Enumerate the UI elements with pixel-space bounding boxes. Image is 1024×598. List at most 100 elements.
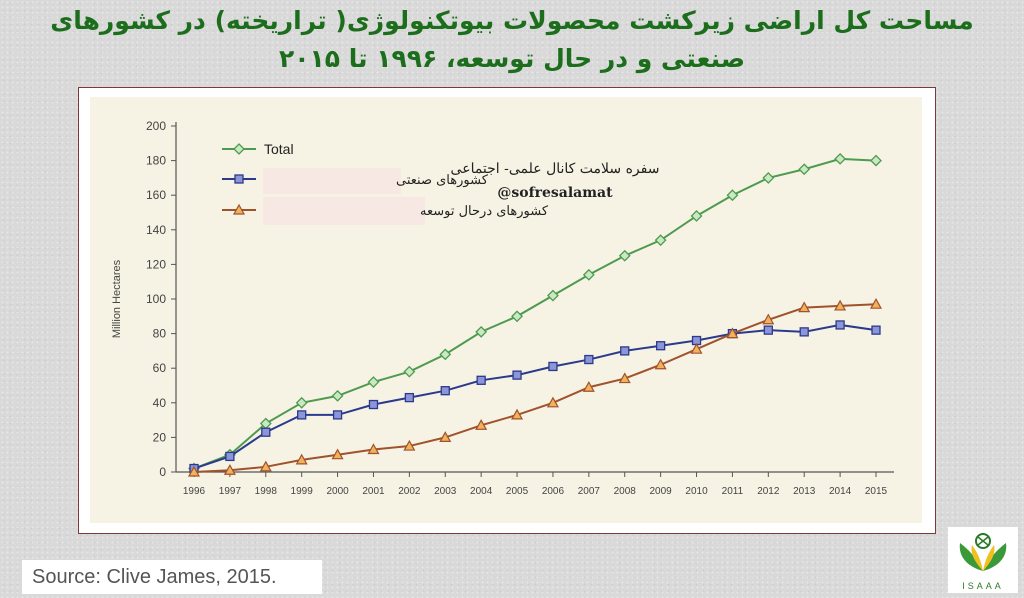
data-point-developing (367, 443, 380, 455)
data-point-total (834, 152, 847, 165)
x-tick-label: 2000 (326, 486, 349, 497)
logo-emblem-icon (959, 533, 1007, 571)
chart-axes: 0 20 40 60 80 100 120 140 160 180 200 1996 1997 1998 1… (111, 119, 894, 497)
data-point-developing (331, 448, 344, 460)
data-point-developing (511, 408, 524, 420)
data-point-total (870, 154, 882, 167)
y-tick-label: 80 (153, 327, 167, 341)
y-tick-label: 100 (146, 292, 166, 306)
x-tick-label: 2006 (542, 486, 565, 497)
data-point-developing (582, 380, 595, 392)
x-tick-label: 1998 (255, 486, 278, 497)
legend-marker-developing (232, 203, 246, 215)
y-tick-label: 160 (146, 188, 166, 202)
chart-legend: Total کشورهای صنعتی کشورهای درحال توسعه (222, 141, 549, 225)
watermark-line1: سفره سلامت کانال علمی- اجتماعی (450, 161, 660, 177)
y-tick-label: 60 (153, 361, 167, 375)
data-point-total (798, 163, 811, 176)
data-point-developing (618, 372, 631, 384)
series-line-total (193, 157, 877, 470)
page-title: مساحت کل اراضی زیرکشت محصولات بیوتکنولوژ… (50, 6, 974, 73)
data-point-developing (546, 396, 559, 408)
data-point-industrial (548, 361, 558, 372)
data-point-industrial (835, 320, 845, 330)
data-point-total (295, 396, 308, 409)
data-point-developing (439, 431, 452, 442)
legend-label-industrial: کشورهای صنعتی (396, 173, 489, 188)
x-tick-label: 2011 (722, 486, 744, 497)
data-point-industrial (404, 392, 415, 403)
x-tick-label: 2010 (685, 486, 708, 497)
x-tick-label: 2015 (865, 486, 888, 497)
data-point-total (762, 171, 775, 184)
data-point-industrial (368, 399, 379, 410)
x-tick-label: 2001 (362, 486, 385, 497)
legend-marker-total (233, 143, 245, 155)
logo-text: ISAAA (962, 581, 1004, 591)
data-point-developing (475, 419, 488, 430)
data-point-total (582, 268, 595, 281)
data-point-total (618, 249, 631, 262)
data-point-developing (403, 439, 416, 451)
data-point-industrial (332, 410, 343, 420)
data-point-total (331, 389, 344, 402)
data-point-developing (654, 358, 667, 370)
x-tick-label: 2005 (506, 486, 529, 497)
legend-marker-industrial (234, 174, 244, 184)
x-tick-label: 2002 (398, 486, 421, 497)
data-point-total (475, 325, 488, 338)
data-point-industrial (763, 325, 773, 335)
x-tick-label: 2012 (757, 486, 780, 497)
isaaa-logo: ISAAA (948, 527, 1018, 593)
data-point-industrial (620, 346, 630, 356)
data-point-industrial (871, 325, 881, 335)
series-line-industrial (193, 323, 877, 470)
data-point-industrial (584, 354, 594, 365)
data-point-total (403, 365, 416, 378)
y-tick-label: 200 (146, 119, 166, 133)
y-tick-label: 140 (146, 223, 166, 237)
data-point-total (367, 376, 380, 388)
data-point-total (547, 289, 559, 302)
legend-label-developing: کشورهای درحال توسعه (420, 204, 549, 219)
source-caption: Source: Clive James, 2015. (22, 560, 322, 594)
data-point-developing (187, 465, 201, 477)
legend-label-bg (263, 168, 401, 194)
data-point-industrial (799, 327, 809, 337)
data-point-total (726, 189, 739, 202)
y-tick-label: 120 (146, 257, 166, 271)
y-tick-label: 0 (159, 465, 166, 479)
y-tick-label: 40 (153, 396, 167, 410)
data-point-industrial (512, 370, 522, 380)
series-line-developing (193, 303, 877, 473)
data-point-industrial (440, 386, 450, 396)
legend-label-bg (263, 197, 425, 225)
x-tick-label: 2003 (434, 486, 457, 497)
x-tick-label: 2014 (829, 486, 852, 497)
data-point-total (511, 310, 523, 323)
chart-series (187, 152, 883, 477)
data-point-developing (762, 313, 775, 325)
data-point-industrial (225, 451, 235, 462)
x-tick-label: 2013 (793, 486, 816, 497)
x-tick-label: 2004 (470, 486, 493, 497)
data-point-developing (690, 342, 703, 354)
legend-label-total: Total (264, 141, 294, 157)
y-tick-label: 20 (153, 430, 167, 444)
data-point-developing (295, 453, 308, 465)
data-point-total (690, 210, 703, 222)
data-point-industrial (297, 410, 307, 420)
x-tick-label: 1996 (183, 486, 206, 497)
x-tick-label: 2008 (614, 486, 637, 497)
data-point-industrial (476, 375, 486, 385)
data-point-developing (798, 301, 811, 313)
data-point-developing (726, 327, 739, 339)
data-point-developing (834, 299, 847, 311)
data-point-total (439, 348, 452, 361)
x-tick-label: 2007 (578, 486, 601, 497)
x-tick-label: 2009 (650, 486, 673, 497)
data-point-developing (869, 297, 883, 309)
watermark-line2: @sofresalamat (497, 185, 613, 201)
data-point-industrial (261, 427, 271, 437)
